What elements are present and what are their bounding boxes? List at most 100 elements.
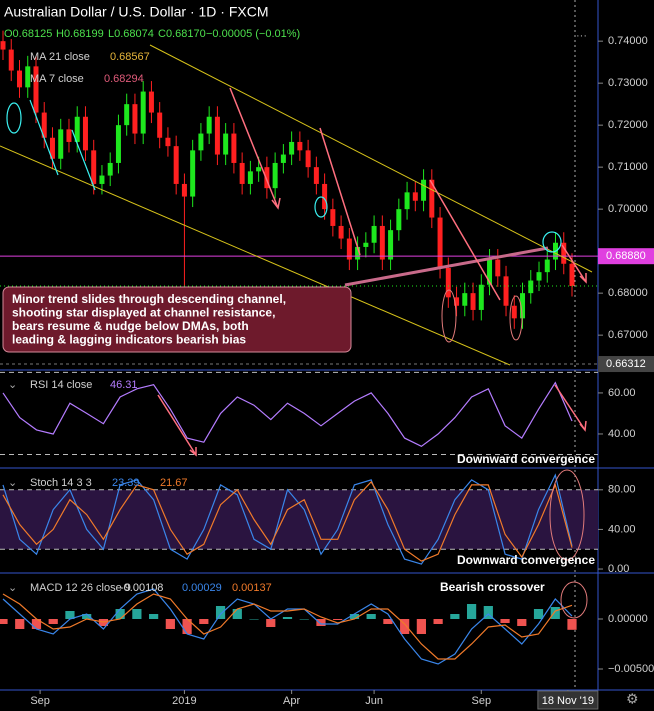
candle-body [264, 167, 270, 189]
annotation: bears resume & nudge below DMAs, both [12, 319, 249, 333]
crosshair-label: 0.66312 [606, 358, 646, 370]
candle-body [91, 150, 97, 184]
arrow [429, 179, 501, 301]
candle-body [8, 49, 14, 71]
candle-body [388, 230, 394, 260]
candle-body [346, 238, 352, 260]
candle-body [132, 104, 138, 134]
candle-body [404, 192, 410, 210]
candle-body [190, 150, 196, 197]
candle-body [569, 263, 575, 287]
histogram-bar [517, 619, 527, 626]
histogram-bar [567, 619, 577, 630]
histogram-bar [333, 619, 343, 620]
candle-body [520, 293, 526, 319]
histogram-bar [466, 604, 477, 619]
candle-body [462, 293, 468, 306]
y-tick-label: 0.71000 [608, 161, 648, 173]
candle-body [148, 91, 154, 113]
candle-body [223, 133, 229, 155]
candle-body [289, 141, 295, 155]
ma-label: MA 7 close [30, 73, 84, 85]
arrow [554, 384, 587, 432]
series-line [2, 588, 573, 665]
x-tick-label: Sep [472, 695, 492, 707]
histogram-bar [400, 619, 410, 634]
y-tick-label: 0.74000 [608, 35, 648, 47]
candle-body [338, 225, 344, 239]
price-label-box [598, 248, 654, 265]
channel-upper [149, 44, 593, 273]
candle-body [41, 112, 47, 138]
candle-body [528, 280, 534, 294]
ellipse [560, 581, 588, 619]
candle-body [437, 217, 443, 268]
candle-body [313, 167, 319, 184]
x-tick-label: 18 Nov '19 [542, 695, 594, 707]
candle-body [239, 162, 245, 184]
arrow [29, 99, 59, 176]
ohlc: O0.68125 [4, 28, 52, 40]
candle-body [445, 267, 451, 298]
annotation: Minor trend slides through descending ch… [12, 292, 286, 306]
candle-body [272, 162, 278, 189]
histogram-bar [132, 609, 142, 619]
y-tick-label: 0.67000 [608, 329, 648, 341]
candle-body [33, 66, 39, 113]
histogram-bar [483, 606, 493, 619]
indicator-value: 21.67 [160, 477, 188, 489]
series-line [2, 473, 573, 565]
histogram-bar [149, 614, 159, 619]
candle-body [330, 209, 336, 226]
arrow [157, 394, 197, 457]
histogram-bar [115, 609, 125, 619]
histogram-bar [0, 619, 8, 624]
indicator-value: 0.00029 [182, 582, 222, 594]
candle-body [363, 242, 369, 247]
candle-body [322, 183, 328, 210]
ellipse [542, 231, 562, 253]
candle-body [478, 284, 484, 310]
annotation: shooting star displayed at channel resis… [12, 306, 275, 320]
settings-icon[interactable]: ⚙ [626, 691, 639, 707]
arrow [561, 244, 587, 284]
candle-body [454, 297, 460, 306]
histogram-bar [65, 611, 75, 619]
candle-body [561, 242, 567, 264]
indicator-title: Stoch 14 3 3 [30, 477, 92, 489]
candle-body [165, 137, 171, 147]
histogram-bar [433, 619, 443, 624]
candle-body [49, 137, 55, 159]
channel-lower [0, 145, 511, 366]
candle-body [214, 116, 220, 155]
series-line [2, 480, 573, 562]
indicator-value: 0.00137 [232, 582, 272, 594]
x-tick-label: 2019 [172, 695, 196, 707]
candle-body [74, 116, 80, 142]
y-tick-label: 0.70000 [608, 203, 648, 215]
candle-body [25, 66, 31, 88]
candle-body [412, 192, 418, 201]
price-label: 0.68880 [606, 250, 646, 262]
menu-dots[interactable]: ··· [576, 30, 587, 42]
histogram-bar [82, 614, 92, 619]
candle-body [470, 293, 476, 310]
candle-body [503, 276, 509, 306]
arrows [157, 87, 587, 457]
histogram-bar [316, 619, 326, 626]
candle-body [66, 129, 72, 142]
histogram-bar [48, 619, 58, 624]
trend-line [344, 246, 549, 287]
candle-body [421, 179, 427, 201]
histogram-bar [550, 607, 560, 619]
histogram-bar [199, 619, 209, 624]
candle-body [115, 125, 121, 163]
ellipse [549, 469, 585, 561]
candle-body [124, 104, 130, 126]
indicator-value: -0.00108 [120, 582, 163, 594]
histogram-bar [15, 619, 25, 629]
histogram-bar [249, 619, 259, 620]
ellipse [314, 196, 328, 218]
candle-body [487, 259, 493, 285]
